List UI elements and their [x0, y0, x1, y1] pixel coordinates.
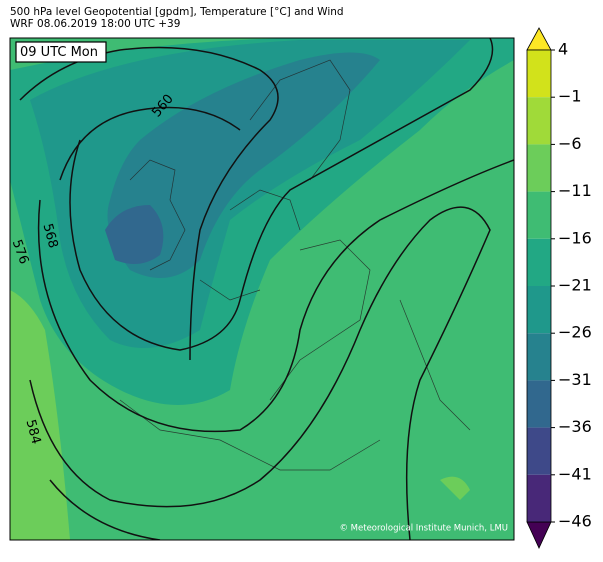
colorbar-tick-label: −11	[558, 181, 592, 200]
colorbar-band	[527, 474, 551, 522]
time-box	[15, 41, 107, 63]
colorbar-extend-bottom	[526, 521, 552, 549]
colorbar-band	[527, 380, 551, 428]
colorbar-tick-label: −6	[558, 134, 582, 153]
cold-core	[107, 52, 380, 278]
colorbar-band	[527, 238, 551, 286]
subtitle: WRF 08.06.2019 18:00 UTC +39	[10, 18, 180, 30]
time-label: 09 UTC Mon	[20, 45, 98, 60]
colorbar-extend-top	[526, 27, 552, 51]
colorbar-tick-label: 4	[558, 40, 568, 59]
colorbar-band	[527, 97, 551, 145]
colorbar-tick-label: −31	[558, 370, 592, 389]
colorbar-tick-label: −26	[558, 323, 592, 342]
map: 560 568 576 584 09 UTC Mon © Meteorologi…	[9, 37, 515, 541]
title: 500 hPa level Geopotential [gpdm], Tempe…	[10, 6, 344, 18]
credit: © Meteorological Institute Munich, LMU	[339, 524, 508, 534]
colorbar-tick-label: −21	[558, 276, 592, 295]
cold-center	[105, 205, 164, 264]
colorbar-tick-label: −46	[558, 512, 592, 531]
contour-label: 584	[23, 418, 44, 446]
colorbar-band	[527, 427, 551, 475]
colorbar-band	[527, 333, 551, 381]
colorbar-band	[527, 144, 551, 192]
colorbar-tick-label: −1	[558, 87, 582, 106]
colorbar-tick-label: −16	[558, 228, 592, 247]
colorbar-band	[527, 50, 551, 98]
contour-label: 568	[40, 222, 61, 250]
colorbar-band	[527, 286, 551, 334]
colorbar: 4 −1 −6 −11 −16 −21 −26 −31 −36 −41 −46	[526, 27, 592, 549]
warm-spot	[440, 476, 470, 500]
colorbar-tick-label: −36	[558, 417, 592, 436]
colorbar-tick-label: −41	[558, 464, 592, 483]
colorbar-band	[527, 191, 551, 239]
